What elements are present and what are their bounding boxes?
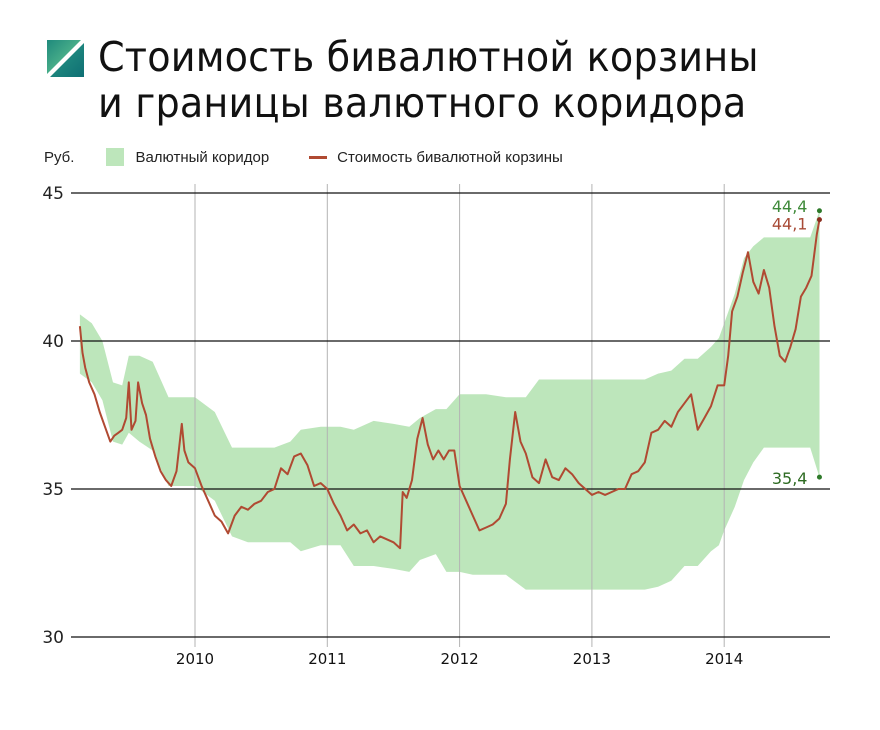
x-tick-label: 2014 bbox=[705, 650, 743, 668]
y-tick-label: 30 bbox=[42, 628, 64, 648]
x-tick-label: 2010 bbox=[176, 650, 214, 668]
basket-end-label: 44,1 bbox=[772, 215, 808, 234]
page-title: Стоимость бивалютной корзины и границы в… bbox=[98, 34, 759, 126]
chart-legend: Руб. Валютный коридор Стоимость бивалютн… bbox=[44, 148, 563, 166]
upper-end-label: 44,4 bbox=[772, 197, 808, 216]
x-tick-label: 2013 bbox=[573, 650, 611, 668]
basket-cost-line bbox=[78, 219, 821, 550]
line-swatch-icon bbox=[309, 155, 328, 159]
lower-end-label: 35,4 bbox=[772, 469, 808, 488]
end-point-marker bbox=[816, 217, 822, 223]
logo-icon bbox=[47, 40, 84, 77]
end-point-marker bbox=[816, 208, 822, 214]
y-tick-label: 45 bbox=[42, 184, 64, 204]
legend-line-label: Стоимость бивалютной корзины bbox=[337, 148, 563, 166]
legend-band-label: Валютный коридор bbox=[135, 148, 270, 166]
band-swatch-icon bbox=[106, 148, 125, 166]
title-line-2: и границы валютного коридора bbox=[98, 79, 747, 127]
x-tick-label: 2011 bbox=[308, 650, 346, 668]
x-tick-label: 2012 bbox=[441, 650, 479, 668]
currency-corridor-band bbox=[79, 210, 820, 590]
end-point-marker bbox=[816, 474, 822, 480]
y-tick-label: 35 bbox=[42, 480, 64, 500]
y-tick-label: 40 bbox=[42, 332, 64, 352]
title-line-1: Стоимость бивалютной корзины bbox=[98, 33, 759, 81]
unit-label: Руб. bbox=[44, 148, 75, 166]
